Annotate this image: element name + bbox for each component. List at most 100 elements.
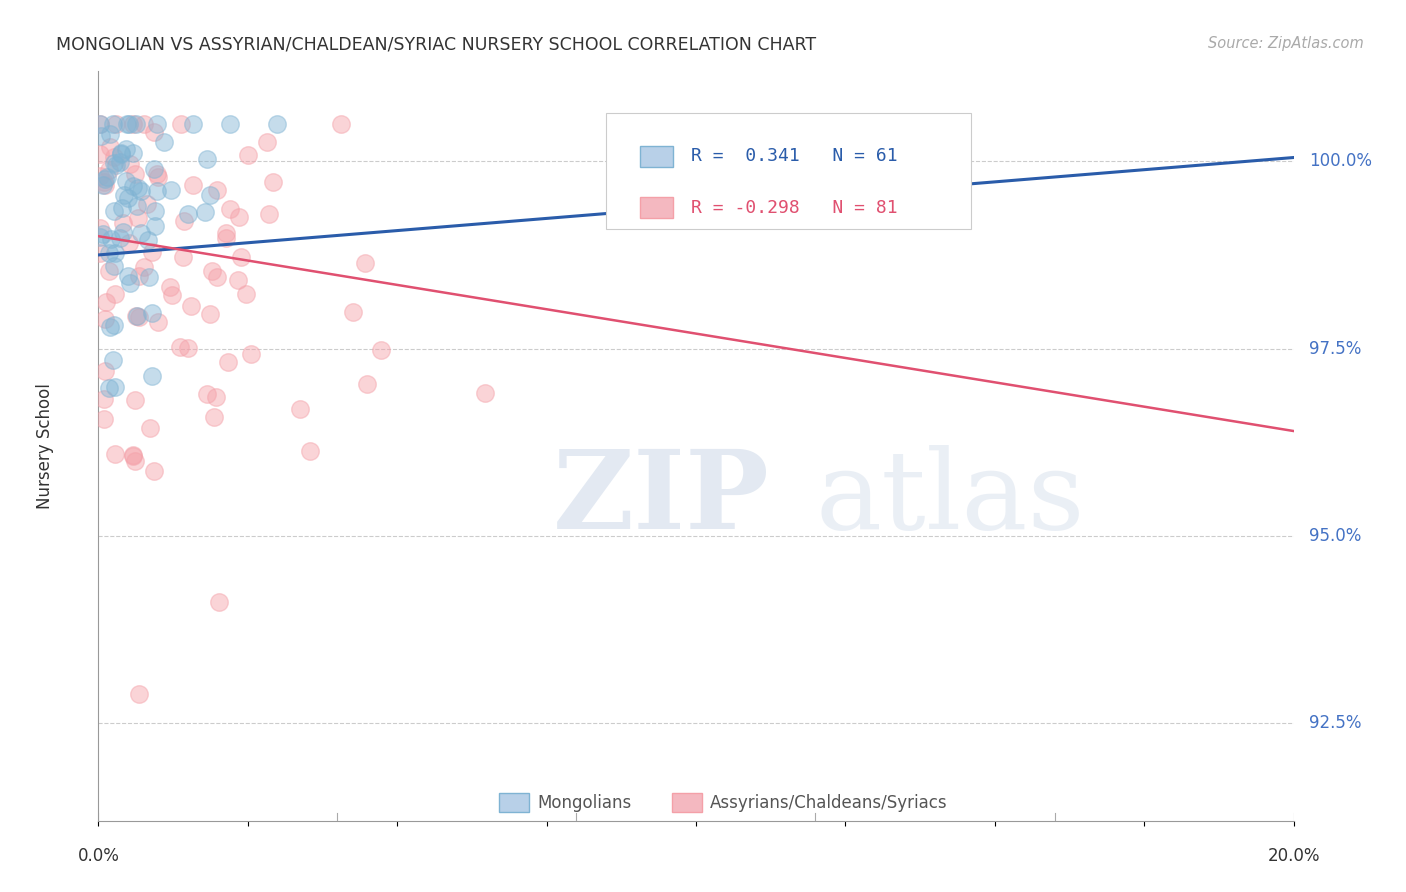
Point [124,454,146,468]
Point [125,309,148,323]
Text: MONGOLIAN VS ASSYRIAN/CHALDEAN/SYRIAC NURSERY SCHOOL CORRELATION CHART: MONGOLIAN VS ASSYRIAN/CHALDEAN/SYRIAC NU… [56,36,817,54]
Point [288,401,311,416]
Point [146,117,169,131]
Point [148,170,170,185]
Point [118,236,141,251]
Point [98,319,121,334]
Point [474,385,496,400]
Point [143,162,166,177]
Point [93,392,115,406]
Text: R =  0.341   N = 61: R = 0.341 N = 61 [692,147,898,165]
Point [104,287,127,301]
Point [100,127,122,141]
Point [111,217,134,231]
Point [128,310,150,324]
Point [266,117,288,131]
Point [128,687,150,701]
Text: ZIP: ZIP [553,445,769,552]
Text: Source: ZipAtlas.com: Source: ZipAtlas.com [1208,36,1364,51]
Point [141,245,163,260]
Text: 92.5%: 92.5% [1309,714,1361,732]
Bar [640,145,673,167]
Bar [672,793,702,812]
Point [257,207,280,221]
Point [117,117,139,131]
Point [141,306,163,320]
Text: 95.0%: 95.0% [1309,527,1361,545]
Point [143,203,166,218]
Point [108,231,131,245]
Text: 0.0%: 0.0% [77,847,120,865]
Point [143,219,166,234]
Point [124,392,146,407]
Point [146,167,169,181]
Point [89,117,111,131]
Text: R = -0.298   N = 81: R = -0.298 N = 81 [692,199,898,217]
Point [121,146,143,161]
Point [110,147,132,161]
Point [98,140,121,154]
Point [129,226,152,240]
Point [138,269,160,284]
Point [97,163,120,178]
Point [342,305,364,319]
Point [127,198,149,212]
Point [89,230,111,244]
Point [93,412,115,426]
Point [94,172,117,186]
Point [181,117,204,131]
Point [162,288,184,302]
Point [195,152,218,166]
Point [103,150,125,164]
Point [127,181,149,195]
Point [177,207,200,221]
Point [207,595,229,609]
Point [91,227,114,241]
Point [89,221,111,235]
Point [200,307,222,321]
Point [298,444,321,458]
Point [89,246,111,260]
Point [93,175,115,189]
Point [98,264,121,278]
Point [104,447,127,461]
Point [129,184,152,198]
Point [103,156,125,170]
Point [104,380,127,394]
Point [117,268,139,283]
Point [219,202,242,217]
Point [215,226,238,240]
FancyBboxPatch shape [606,112,972,228]
Point [159,280,181,294]
Point [98,381,121,395]
Text: atlas: atlas [815,445,1085,552]
Point [108,155,131,169]
Text: 20.0%: 20.0% [1267,847,1320,865]
Text: Assyrians/Chaldeans/Syriacs: Assyrians/Chaldeans/Syriacs [710,794,948,812]
Point [96,295,118,310]
Point [194,205,217,219]
Point [138,233,160,247]
Bar [640,197,673,219]
Point [198,187,221,202]
Point [112,226,135,240]
Point [181,178,204,193]
Point [103,352,125,367]
Point [90,128,112,143]
Point [91,178,114,192]
Point [141,369,163,384]
Point [173,214,195,228]
Point [125,117,148,131]
Point [356,376,378,391]
Text: 100.0%: 100.0% [1309,153,1372,170]
Point [104,158,127,172]
Text: 97.5%: 97.5% [1309,340,1361,358]
Point [201,264,224,278]
Point [122,117,145,131]
Point [103,318,125,333]
Point [262,175,284,189]
Point [204,390,226,404]
Point [104,246,127,260]
Point [100,232,122,246]
Point [105,117,128,131]
